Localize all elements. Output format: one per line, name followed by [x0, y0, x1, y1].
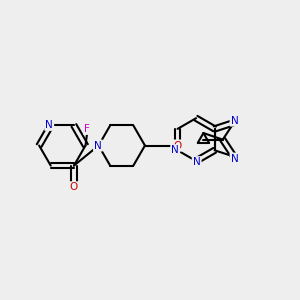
- Text: N: N: [193, 157, 200, 167]
- Text: N: N: [171, 145, 179, 155]
- Text: F: F: [84, 124, 90, 134]
- Text: N: N: [94, 140, 102, 151]
- Text: N: N: [231, 154, 239, 164]
- Text: O: O: [173, 140, 181, 151]
- Text: O: O: [70, 182, 78, 192]
- Text: N: N: [231, 116, 239, 125]
- Text: N: N: [45, 120, 53, 130]
